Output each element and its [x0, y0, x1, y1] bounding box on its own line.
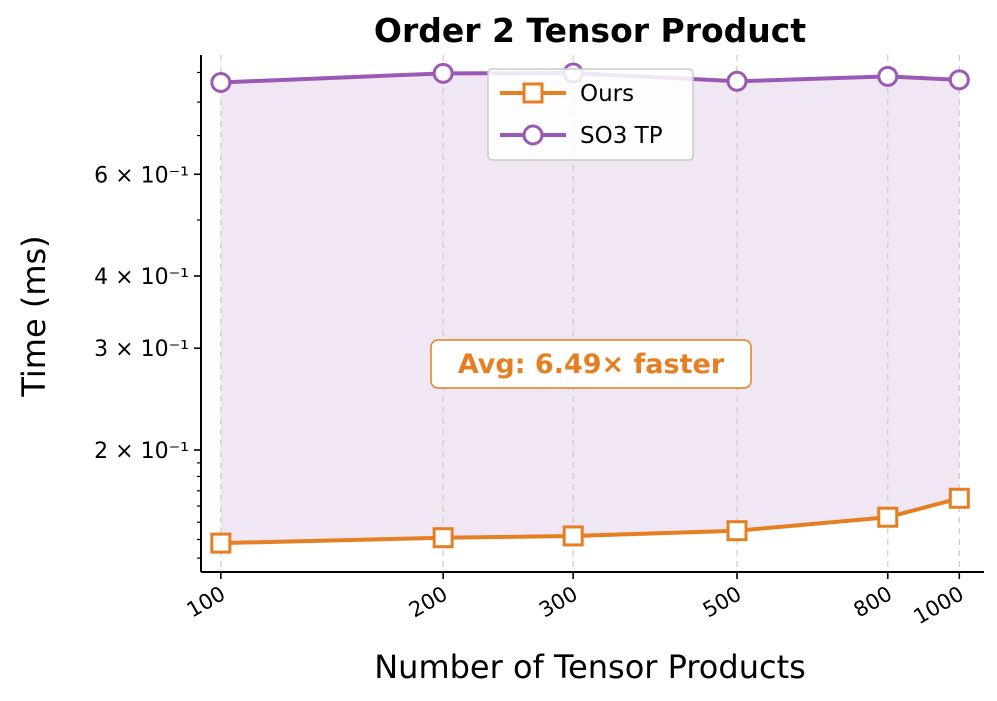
y-axis-label: Time (ms) — [15, 235, 53, 397]
chart-title: Order 2 Tensor Product — [374, 11, 806, 50]
data-point — [948, 69, 970, 91]
data-point — [948, 487, 970, 509]
data-point — [726, 520, 748, 542]
annotation-box — [430, 339, 752, 389]
data-point — [562, 525, 584, 547]
y-tick-label: 6 × 10⁻¹ — [94, 163, 189, 188]
data-point — [726, 70, 748, 92]
y-tick-label: 4 × 10⁻¹ — [94, 265, 189, 290]
data-point — [210, 71, 232, 93]
legend: Ours SO3 TP — [487, 68, 694, 161]
y-tick-label: 2 × 10⁻¹ — [94, 439, 189, 464]
legend-marker — [522, 124, 544, 146]
x-tick-label: 200 — [405, 582, 452, 623]
annotation-text: Avg: 6.49× faster — [458, 349, 725, 380]
series-line — [220, 496, 960, 546]
data-point — [877, 506, 899, 528]
data-point — [432, 62, 454, 84]
x-axis-label: Number of Tensor Products — [374, 648, 806, 686]
plot-area: 2 × 10⁻¹ 3 × 10⁻¹ 4 × 10⁻¹ 6 × 10⁻¹ 100 200 30… — [94, 55, 984, 629]
x-tick-label: 100 — [183, 582, 230, 623]
y-tick-label: 3 × 10⁻¹ — [94, 337, 189, 362]
x-tick-label: 500 — [699, 582, 746, 623]
speedup-annotation: Avg: 6.49× faster — [430, 339, 752, 389]
legend-marker — [522, 82, 544, 104]
data-point — [877, 65, 899, 87]
legend-label: Ours — [580, 81, 634, 107]
data-point — [210, 532, 232, 554]
x-tick-label: 1000 — [910, 582, 968, 630]
fill-between-area — [220, 73, 960, 544]
legend-label: SO3 TP — [580, 123, 663, 149]
data-point — [432, 527, 454, 549]
x-tick-label: 800 — [850, 582, 897, 623]
x-tick-label: 300 — [535, 582, 582, 623]
